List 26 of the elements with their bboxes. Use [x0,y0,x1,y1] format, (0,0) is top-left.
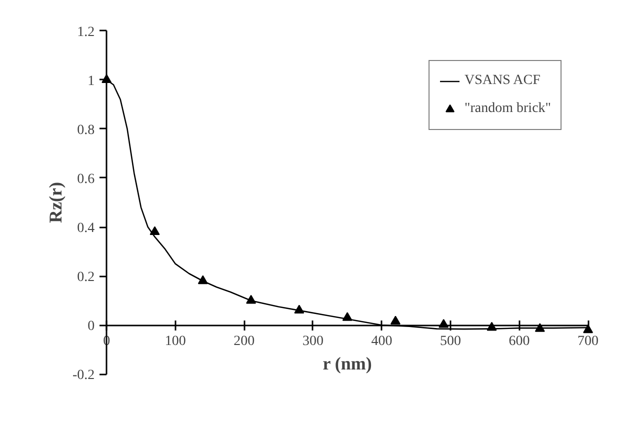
y-tick-label: -0.2 [72,368,95,384]
y-tick-label: 0.4 [77,221,95,236]
point [534,323,545,332]
y-tick-label: 1 [88,74,95,89]
x-tick-label: 400 [371,334,392,350]
y-tick-label: 0 [88,319,95,334]
point [342,312,352,321]
y-tick-label: 0.8 [77,122,95,138]
y-tick-label: 0.6 [77,172,95,187]
x-tick-label: 500 [440,334,461,350]
point [198,275,208,284]
y-tick-label: 0.2 [77,270,95,286]
x-tick-label: 300 [302,334,324,350]
point [294,304,304,314]
point [246,294,256,304]
legend-label: VSANS ACF [464,73,540,89]
x-tick-label: 100 [164,334,186,350]
point [390,316,400,325]
y-tick-label: 1.2 [77,24,95,40]
x-tick-label: 600 [508,334,530,350]
x-axis-title: r (nm) [322,354,372,374]
legend-label: "random brick" [464,101,551,117]
point [150,226,160,236]
x-tick-label: 700 [578,334,599,350]
y-axis-title: Rz(r) [46,182,66,223]
x-tick-label: 200 [234,334,255,350]
